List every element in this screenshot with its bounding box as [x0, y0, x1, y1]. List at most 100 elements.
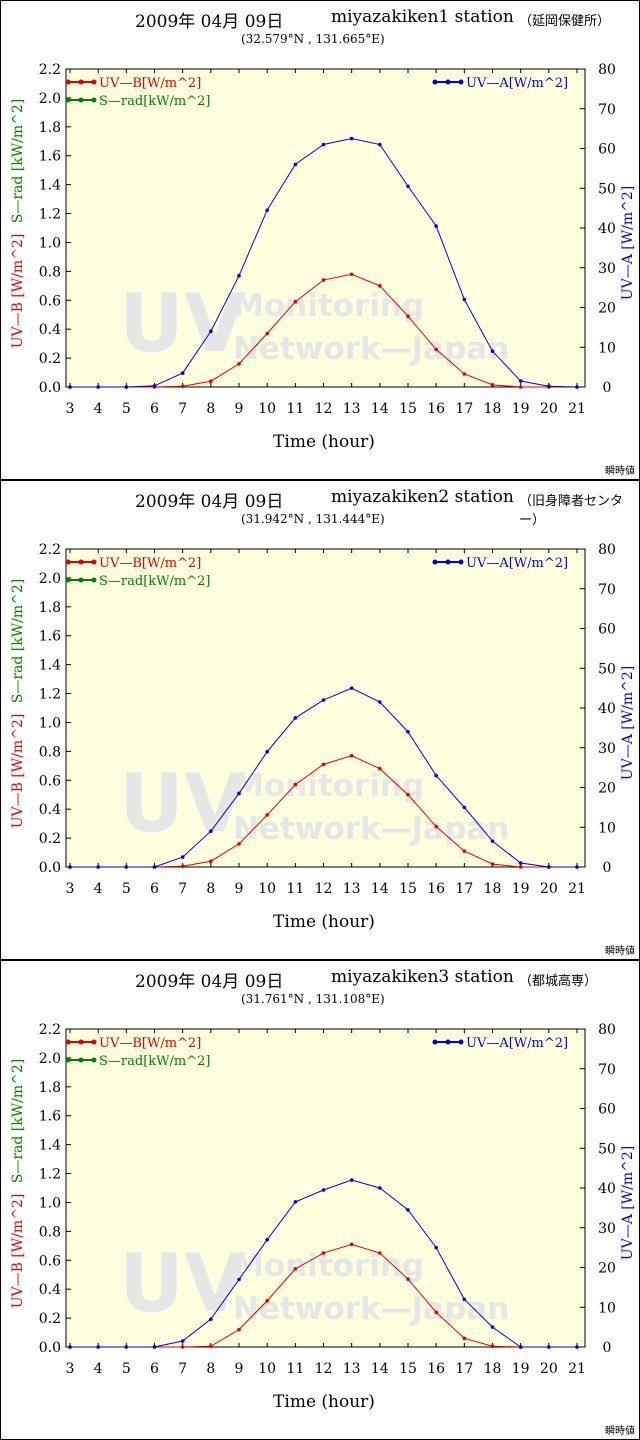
y-right-tick-label: 70	[598, 1062, 616, 1078]
x-tick-label: 5	[122, 881, 131, 897]
data-point-uvb	[406, 1277, 410, 1281]
data-point-uva	[462, 805, 467, 810]
x-axis-label: Time (hour)	[273, 912, 375, 932]
watermark-big: UV	[119, 277, 246, 370]
watermark-line2: Network—Japan	[233, 1291, 509, 1327]
y-left-tick-label: 0.2	[39, 351, 61, 367]
data-point-uva	[434, 1245, 438, 1250]
data-point-uva	[462, 1297, 467, 1302]
y-left-tick-label: 1.2	[39, 207, 61, 223]
data-point-uva	[406, 730, 410, 734]
x-tick-label: 3	[66, 881, 75, 897]
chart-panel-1: 2009年 04月 09日 miyazakiken1 station （延岡保健所）…	[0, 0, 640, 480]
data-point-uva	[434, 773, 438, 778]
data-point-uva	[152, 384, 157, 388]
legend-dot	[65, 559, 71, 565]
data-point-uvb	[321, 278, 326, 282]
x-tick-label: 3	[66, 401, 75, 417]
date-label: 2009年 04月 09日	[135, 12, 284, 32]
data-point-uva	[68, 385, 72, 389]
data-point-uva	[209, 829, 213, 834]
y-left-tick-label: 1.4	[39, 1138, 61, 1154]
legend-label: UV—A[W/m^2]	[466, 556, 568, 571]
instant-value-note: 瞬時値	[605, 946, 635, 957]
station-label: miyazakiken3 station	[331, 967, 514, 987]
data-point-uva	[378, 142, 382, 147]
x-tick-label: 14	[371, 401, 389, 417]
y-right-tick-label: 0	[603, 380, 612, 396]
data-point-uva	[575, 1345, 579, 1349]
data-point-uvb	[490, 862, 495, 866]
data-point-uva	[547, 384, 551, 389]
data-point-uva	[96, 865, 100, 869]
x-tick-label: 9	[235, 881, 244, 897]
data-point-uva	[518, 1345, 523, 1349]
y-left-tick-label: 0.0	[39, 380, 61, 396]
x-tick-label: 17	[455, 1361, 473, 1377]
y-right-tick-label: 0	[603, 860, 612, 876]
x-tick-label: 6	[150, 881, 159, 897]
data-point-uva	[124, 385, 129, 389]
legend-dot	[91, 97, 97, 103]
data-point-uvb	[209, 1344, 213, 1349]
x-tick-label: 15	[399, 881, 417, 897]
data-point-uva	[293, 716, 298, 720]
data-point-uvb	[349, 753, 354, 758]
y-right-tick-label: 50	[598, 661, 616, 677]
x-tick-label: 7	[178, 1361, 187, 1377]
y-left-tick-label: 2.0	[39, 91, 61, 107]
x-tick-label: 12	[315, 1361, 333, 1377]
instant-value-note: 瞬時値	[605, 1426, 635, 1437]
y-right-tick-label: 70	[598, 582, 616, 598]
y-right-tick-label: 80	[598, 62, 616, 78]
legend-dot	[445, 1039, 451, 1045]
chart-panel-2: 2009年 04月 09日 miyazakiken2 station （旧身障者セン…	[0, 480, 640, 960]
y-left-tick-label: 0.6	[39, 773, 61, 789]
y-left-tick-label: 0.6	[39, 1253, 61, 1269]
y-left-tick-label: 1.4	[39, 658, 61, 674]
data-point-uva	[490, 349, 495, 354]
y-right-tick-label: 10	[598, 820, 616, 836]
data-point-uvb	[209, 379, 213, 384]
y-left-tick-label: 2.0	[39, 1051, 61, 1067]
data-point-uva	[124, 1345, 129, 1349]
data-point-uvb	[406, 792, 410, 797]
y-left-tick-label: 0.8	[39, 1224, 61, 1240]
data-point-uvb	[378, 284, 382, 288]
x-tick-label: 13	[343, 1361, 361, 1377]
watermark-big: UV	[119, 1237, 246, 1330]
legend-dot	[458, 559, 464, 565]
x-tick-label: 21	[568, 1361, 586, 1377]
legend-dot	[78, 577, 84, 583]
legend-label: UV—B[W/m^2]	[99, 76, 201, 91]
x-tick-label: 8	[206, 881, 215, 897]
legend-uva: UV—A[W/m^2]	[432, 1036, 568, 1051]
y-left-tick-label: 0.8	[39, 744, 61, 760]
y-left-tick-label: 0.0	[39, 860, 61, 876]
data-point-uva	[349, 136, 354, 141]
y-axis-label-uva: UV—A [W/m^2]	[620, 186, 636, 300]
legend-uvb: UV—B[W/m^2]	[65, 556, 201, 571]
title-line: 2009年 04月 09日 miyazakiken1 station （延岡保健所）	[1, 1, 640, 32]
data-point-uva	[321, 142, 326, 147]
plot-area	[66, 549, 585, 867]
x-tick-label: 11	[286, 1361, 304, 1377]
x-tick-label: 5	[122, 401, 131, 417]
station-label: miyazakiken1 station	[331, 7, 514, 27]
y-left-tick-label: 0.6	[39, 293, 61, 309]
x-tick-label: 20	[540, 881, 558, 897]
y-right-tick-label: 10	[598, 340, 616, 356]
x-tick-label: 11	[286, 401, 304, 417]
data-point-uvb	[265, 331, 269, 336]
data-point-uva	[96, 385, 100, 389]
data-point-uva	[265, 208, 269, 212]
legend-label: UV—A[W/m^2]	[466, 76, 568, 91]
watermark-line2: Network—Japan	[233, 331, 509, 367]
legend-dot	[78, 97, 84, 103]
legend-dot	[445, 559, 451, 565]
data-point-uvb	[209, 859, 213, 864]
date-label: 2009年 04月 09日	[135, 972, 284, 992]
y-left-tick-label: 1.0	[39, 235, 61, 251]
